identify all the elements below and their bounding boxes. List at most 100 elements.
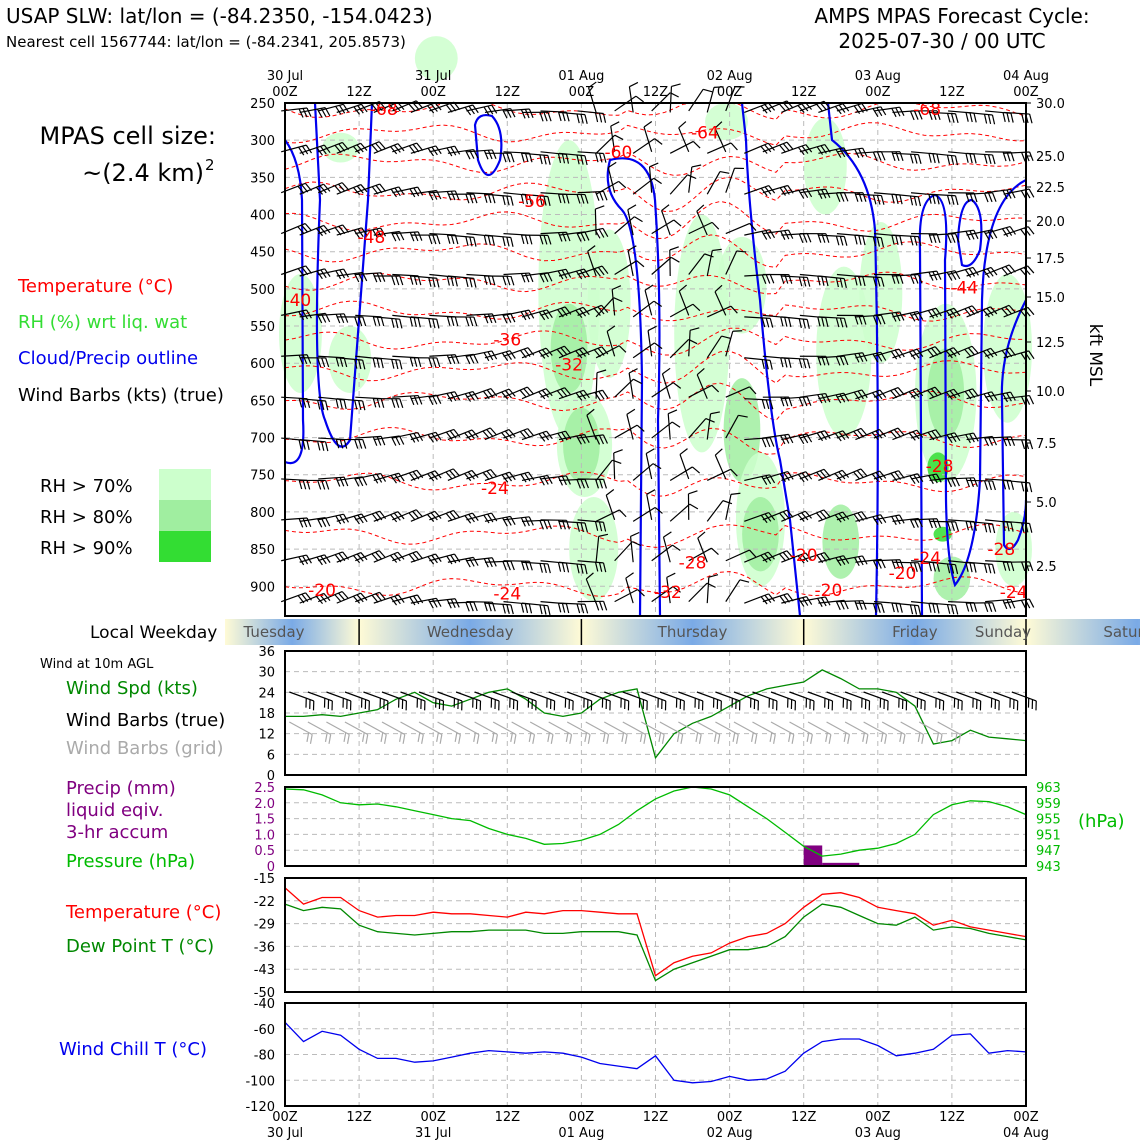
wind-barb-feather xyxy=(545,347,553,356)
wind-barb xyxy=(725,86,736,112)
wind-barb xyxy=(466,350,492,357)
wind-barb-feather xyxy=(854,235,858,245)
wind-barb-feather xyxy=(597,266,605,276)
grid-wind-barb-feather xyxy=(754,734,758,744)
wind-barb-feather xyxy=(839,192,845,202)
wind-barb xyxy=(558,561,585,566)
kft-axis-label: kft MSL xyxy=(1085,324,1105,387)
wind-barb-feather xyxy=(487,513,494,523)
wind-barb-feather xyxy=(806,359,811,369)
wind-barb-feather xyxy=(761,231,768,240)
wind-barb-feather xyxy=(965,477,971,488)
wind-barb-feather xyxy=(798,318,802,329)
wind-barb-feather xyxy=(352,555,361,564)
wind-barb-feather xyxy=(506,153,511,163)
wind-barb-feather xyxy=(599,601,604,611)
temperature-contour xyxy=(284,382,1027,422)
wind-barb xyxy=(447,148,474,154)
wind-barb-feather xyxy=(576,232,582,242)
wind-barb-feather xyxy=(417,275,422,286)
grid-wind-barb-feather xyxy=(513,734,517,744)
wind-barb xyxy=(355,141,380,153)
wind-barb xyxy=(929,347,954,359)
wind-barb-feather xyxy=(820,597,827,607)
wind-barb-feather xyxy=(895,559,900,569)
wind-barb-feather xyxy=(582,306,590,316)
wind-barb-feather xyxy=(969,602,974,612)
forecast-cycle-title: AMPS MPAS Forecast Cycle: xyxy=(814,4,1089,28)
wind-barb-feather xyxy=(556,348,564,357)
wind-barb-feather xyxy=(927,389,935,398)
grid-wind-barb xyxy=(381,721,406,735)
wind-barb-feather xyxy=(376,228,383,238)
wind-barb xyxy=(651,382,674,398)
wind-barb-feather xyxy=(936,518,941,528)
wind-barb-feather xyxy=(635,95,644,103)
wind-barb-feather xyxy=(786,141,794,150)
wind-barb-feather xyxy=(510,237,514,247)
wind-barb xyxy=(318,224,343,235)
wind-barb-feather xyxy=(528,152,533,163)
wind-barb-feather xyxy=(393,512,401,521)
wind-barb-feather xyxy=(839,236,844,246)
wind-barb xyxy=(873,311,900,316)
wind-barb-feather xyxy=(636,424,645,432)
kft-tick-label: 25.0 xyxy=(1036,150,1065,165)
wind-barb-feather xyxy=(853,471,861,480)
wind-barb-feather xyxy=(643,120,653,128)
weekday-name: Tuesday xyxy=(242,623,304,641)
wind-barb-feather xyxy=(338,104,346,114)
wind-barb-feather xyxy=(1021,152,1026,162)
wind-barb-feather xyxy=(487,313,493,324)
wind-barb-feather xyxy=(605,489,615,496)
wind-barb xyxy=(410,470,436,482)
wind-barb-feather xyxy=(306,107,312,117)
wind-barb-feather xyxy=(601,346,609,355)
wind-barb-feather xyxy=(817,316,821,327)
bottom-hour-label: 12Z xyxy=(791,1110,817,1125)
wind-barb-feather xyxy=(968,268,976,277)
wind-barb xyxy=(836,511,862,521)
wind-barb xyxy=(706,500,724,522)
wind-barb-feather xyxy=(428,395,434,406)
surface-wind-barb xyxy=(363,691,389,702)
wind-barb-feather xyxy=(598,390,605,400)
wind-barb-feather xyxy=(343,476,349,487)
cell-size-superscript: 2 xyxy=(205,156,215,174)
wind-barb xyxy=(679,454,690,480)
wind-barb-feather xyxy=(557,232,563,242)
wind-barb-feather xyxy=(912,431,920,440)
wind-barb-feather xyxy=(802,189,809,199)
wind-barb-feather xyxy=(784,317,788,327)
wind-barb-feather xyxy=(435,598,442,607)
cell-size-value: ~(2.4 km) xyxy=(82,159,204,187)
wind-barb-feather xyxy=(412,552,420,561)
wind-barb xyxy=(929,111,956,115)
y-tick-label: -80 xyxy=(254,1049,275,1064)
wind-barb-feather xyxy=(973,154,977,164)
wind-barb-feather xyxy=(489,427,498,436)
wind-barb-feather xyxy=(379,183,387,192)
wind-barb-feather xyxy=(782,551,790,560)
wind-barb-feather xyxy=(1001,308,1009,316)
wind-barb-feather xyxy=(583,268,590,278)
wind-barb xyxy=(577,560,604,564)
grid-wind-barb-feather xyxy=(495,734,499,744)
wind-barb-feather xyxy=(538,350,546,359)
wind-barb-feather xyxy=(502,517,508,527)
wind-barb-feather xyxy=(834,514,842,523)
wind-barb-feather xyxy=(1028,523,1033,533)
wind-barb-feather xyxy=(298,146,305,156)
wind-barb xyxy=(392,594,418,603)
wind-barb-feather xyxy=(343,313,349,323)
wind-barb-feather xyxy=(557,111,562,122)
wind-barb-feather xyxy=(543,563,547,574)
wind-barb-feather xyxy=(395,318,399,329)
wind-barb-feather xyxy=(446,393,453,402)
wind-barb xyxy=(651,544,673,562)
wind-barb-feather xyxy=(782,511,790,520)
wind-barb xyxy=(648,166,653,193)
wind-barb-feather xyxy=(390,475,397,484)
wind-barb-feather xyxy=(647,325,657,332)
